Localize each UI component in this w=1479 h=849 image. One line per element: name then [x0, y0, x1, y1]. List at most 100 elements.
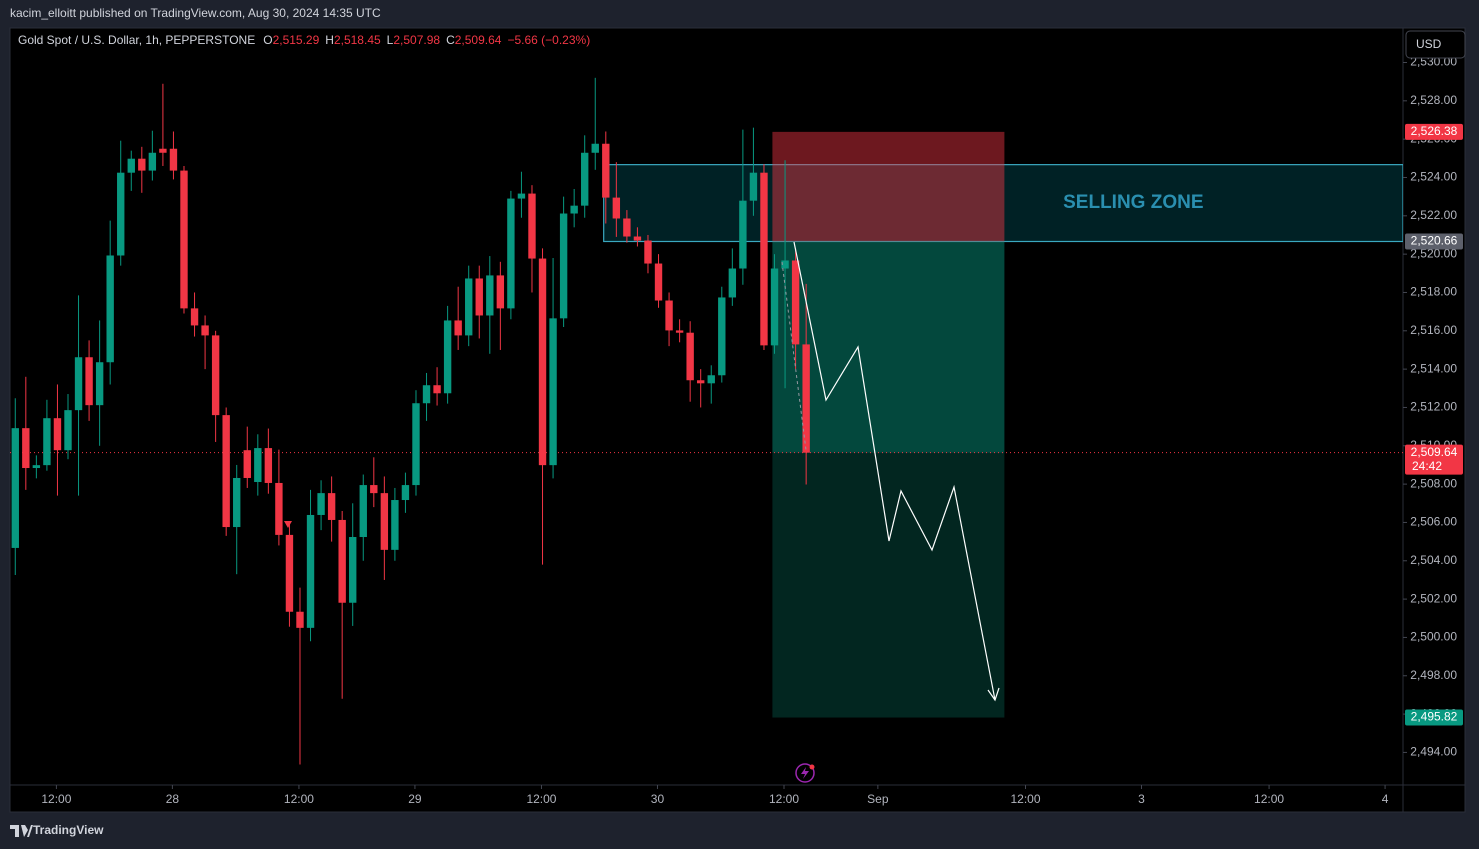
candle-body — [380, 493, 389, 550]
candle-body — [159, 148, 167, 153]
currency[interactable]: USD — [1416, 37, 1442, 51]
candle-body — [728, 268, 737, 298]
price-tag — [1405, 444, 1463, 475]
x-tick-label: 12:00 — [284, 792, 314, 806]
candle-body — [612, 197, 621, 219]
candle-body — [517, 193, 526, 199]
legend-c: 2,509.64 — [455, 33, 502, 47]
candle-body — [117, 172, 125, 256]
projection-path — [793, 241, 996, 701]
candle-body — [106, 255, 114, 363]
y-tick-label: 2,514.00 — [1410, 361, 1457, 375]
open-profit-zone — [772, 241, 1005, 453]
candle-body — [138, 158, 146, 171]
candle-body — [275, 482, 283, 535]
y-tick-label: 2,498.00 — [1410, 668, 1457, 682]
candle-body — [654, 263, 663, 301]
stop-zone — [772, 131, 1005, 242]
candle-body — [496, 275, 505, 309]
footer: TradingView — [33, 823, 104, 837]
x-tick-label: Sep — [867, 792, 889, 806]
candle-body — [338, 519, 346, 603]
candle-body — [581, 152, 589, 206]
candle-body — [538, 258, 547, 466]
y-tick-label: 2,508.00 — [1410, 476, 1457, 490]
candle-body — [465, 278, 473, 336]
legend: Gold Spot / U.S. Dollar, 1h, PEPPERSTONE… — [18, 33, 590, 47]
price-tag-label: 2,520.66 — [1411, 234, 1458, 248]
candle-body — [306, 514, 315, 628]
candle-body — [11, 428, 19, 548]
candle-body — [770, 268, 779, 346]
x-tick-label: 12:00 — [41, 792, 71, 806]
projection-arrowhead — [987, 687, 1000, 702]
candle-body — [507, 198, 515, 309]
candle-body — [53, 418, 62, 451]
x-tick-label: 3 — [1138, 792, 1145, 806]
x-tick-label: 4 — [1382, 792, 1389, 806]
legend-l-label: L — [387, 33, 394, 47]
marker — [284, 521, 292, 528]
legend-o: 2,515.29 — [273, 33, 320, 47]
candle-body — [739, 200, 747, 269]
candle-body — [254, 448, 262, 483]
candle-body — [327, 493, 336, 520]
footer-logo — [10, 825, 33, 837]
y-tick-label: 2,528.00 — [1410, 93, 1457, 107]
legend-l: 2,507.98 — [393, 33, 440, 47]
candle-body — [549, 318, 557, 466]
candle-body — [222, 415, 230, 528]
candle-body — [64, 410, 72, 451]
candle-body — [707, 375, 715, 384]
price-tag — [1405, 709, 1463, 726]
candle-body — [391, 500, 399, 550]
legend-c-label: C — [446, 33, 455, 47]
selling-zone — [603, 164, 1403, 243]
legend-o-label: O — [263, 33, 272, 47]
candle-body — [644, 240, 652, 264]
candle-body — [781, 260, 789, 269]
drawings: SELLING ZONE — [10, 131, 1403, 718]
candle-body — [74, 357, 83, 411]
x-tick-label: 29 — [408, 792, 422, 806]
candle-body — [633, 236, 642, 241]
price-tag-label: 2,526.38 — [1411, 124, 1458, 138]
candle-body — [665, 300, 673, 331]
x-tick-label: 12:00 — [1010, 792, 1040, 806]
candle-body — [211, 335, 220, 416]
candles — [11, 77, 810, 765]
y-tick-label: 2,522.00 — [1410, 208, 1457, 222]
legend-h: 2,518.45 — [334, 33, 381, 47]
candle-body — [559, 213, 568, 319]
candle-body — [528, 193, 536, 259]
candle-body — [127, 158, 135, 173]
target-zone — [772, 241, 1005, 718]
candle-body — [412, 403, 420, 486]
x-tick-label: 12:00 — [769, 792, 799, 806]
legend-h-label: H — [325, 33, 334, 47]
price-tag — [1405, 123, 1463, 140]
candle-body — [760, 172, 768, 346]
candle-body — [602, 143, 610, 198]
candle-body — [697, 380, 705, 384]
currency-button[interactable] — [1405, 30, 1466, 59]
projection-dashed — [781, 261, 807, 451]
candle-body — [486, 275, 494, 316]
candle-body — [749, 172, 758, 201]
candle-body — [264, 448, 273, 483]
candle-body — [686, 332, 694, 381]
price-tag-label: 2,509.64 — [1411, 445, 1458, 459]
candle-body — [370, 485, 378, 494]
legend-symbol: Gold Spot / U.S. Dollar, 1h, PEPPERSTONE — [18, 33, 255, 47]
y-tick-label: 2,512.00 — [1410, 400, 1457, 414]
candle-body — [623, 218, 631, 237]
y-tick-label: 2,494.00 — [1410, 745, 1457, 759]
y-tick-label: 2,506.00 — [1410, 515, 1457, 529]
candle-body — [243, 450, 251, 478]
y-tick-label: 2,518.00 — [1410, 285, 1457, 299]
candle-body — [454, 320, 462, 336]
candle-body — [349, 537, 357, 603]
candle-body — [570, 205, 578, 214]
candle-body — [233, 477, 241, 528]
candle-body — [718, 297, 726, 376]
